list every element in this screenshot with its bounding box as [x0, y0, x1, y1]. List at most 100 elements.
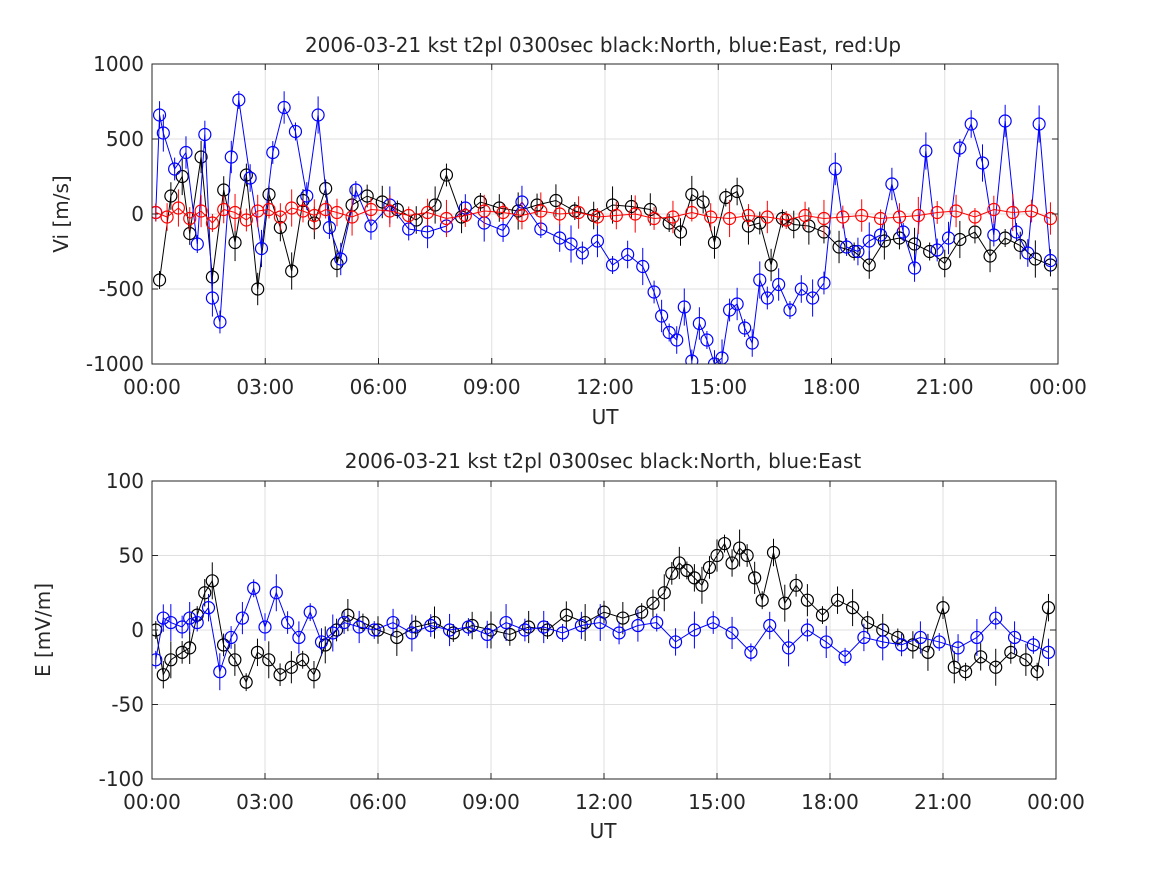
data-point [341, 608, 355, 622]
x-tick-label: 12:00 [575, 790, 633, 814]
data-point [885, 177, 899, 191]
data-point [800, 593, 815, 607]
data-point [175, 169, 189, 184]
data-point [375, 195, 389, 209]
data-point [696, 195, 710, 209]
data-point [461, 620, 475, 634]
data-point [334, 252, 348, 266]
x-tick-label: 00:00 [1027, 790, 1085, 814]
data-point [250, 645, 265, 659]
data-point [285, 264, 299, 278]
data-point [553, 231, 567, 245]
data-point [1007, 630, 1022, 645]
data-point [1021, 246, 1035, 260]
data-point [386, 615, 400, 630]
data-point [549, 193, 563, 208]
data-point [989, 660, 1003, 674]
y-tick-label: 1000 [93, 52, 144, 76]
y-axis-label: Vi [m/s] [49, 175, 73, 252]
data-point [266, 145, 280, 160]
data-point [484, 623, 498, 637]
data-point [647, 211, 661, 226]
data-point [296, 204, 310, 218]
data-point [732, 541, 747, 555]
data-point [778, 596, 792, 610]
grid [152, 64, 1058, 364]
data-point [702, 560, 717, 575]
data-point [480, 627, 494, 642]
data-point [360, 189, 374, 203]
data-point [666, 210, 680, 224]
x-tick-label: 09:00 [463, 375, 521, 399]
data-point [311, 108, 325, 122]
data-point [1041, 645, 1056, 659]
x-tick-label: 00:00 [123, 375, 181, 399]
data-point [224, 150, 238, 164]
data-point [1024, 204, 1039, 218]
data-point [496, 205, 510, 220]
data-point [273, 210, 287, 224]
data-point [707, 235, 722, 250]
data-point [164, 189, 178, 203]
data-point [405, 626, 419, 640]
data-point [1032, 117, 1046, 131]
data-point [783, 303, 797, 317]
data-point [499, 615, 513, 630]
data-point [936, 601, 950, 615]
data-point [680, 563, 694, 578]
data-point [593, 615, 607, 630]
data-point [235, 611, 249, 625]
data-point [873, 211, 888, 226]
data-point [832, 240, 846, 254]
data-point [383, 204, 397, 218]
data-point [205, 574, 219, 588]
series-line [155, 99, 1051, 364]
data-point [892, 210, 907, 224]
data-point [590, 234, 605, 248]
data-point [578, 615, 592, 630]
data-point [930, 243, 944, 257]
data-point [273, 668, 287, 682]
series-north [152, 529, 1056, 692]
data-point [941, 231, 956, 245]
data-point [987, 228, 1001, 242]
data-point [515, 208, 529, 223]
data-point [424, 618, 438, 633]
plot-area [152, 91, 1058, 364]
data-point [352, 620, 366, 634]
data-point [262, 653, 276, 667]
data-point [281, 615, 295, 630]
data-point [420, 205, 435, 220]
data-point [923, 244, 937, 259]
data-point [175, 620, 189, 634]
data-point [296, 653, 310, 667]
data-point [745, 336, 759, 350]
data-point [330, 256, 344, 271]
data-point [670, 333, 684, 347]
data-point [989, 611, 1003, 625]
data-point [845, 601, 860, 615]
data-point [896, 225, 910, 239]
data-point [183, 641, 197, 655]
data-point [938, 256, 952, 271]
data-point [198, 127, 212, 142]
data-point [685, 187, 699, 202]
x-tick-label: 03:00 [236, 375, 294, 399]
data-point [555, 626, 570, 640]
data-point [1041, 601, 1056, 615]
data-point [1030, 665, 1044, 679]
data-point [692, 316, 706, 331]
x-tick-label: 12:00 [576, 375, 634, 399]
data-point [152, 653, 163, 667]
x-tick-label: 21:00 [914, 790, 972, 814]
data-point [838, 650, 852, 664]
data-point [183, 211, 197, 226]
data-point [873, 228, 888, 242]
data-point [861, 615, 875, 630]
data-point [156, 668, 170, 682]
data-point [974, 650, 988, 664]
data-point [605, 258, 620, 272]
data-point [685, 205, 699, 220]
data-point [717, 536, 732, 551]
